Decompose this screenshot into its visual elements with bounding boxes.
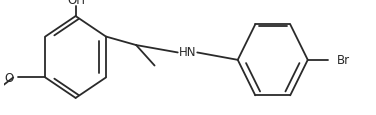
Text: OH: OH	[68, 0, 86, 7]
Text: HN: HN	[179, 46, 196, 59]
Text: O: O	[4, 71, 13, 84]
Text: Br: Br	[337, 54, 350, 67]
